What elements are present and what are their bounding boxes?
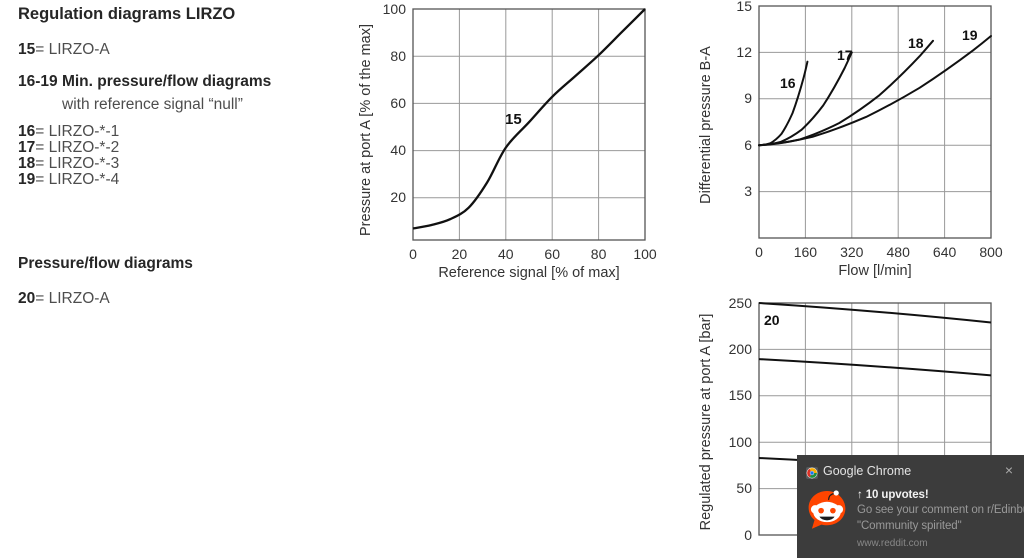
svg-text:0: 0 <box>744 527 752 543</box>
svg-text:3: 3 <box>744 183 752 199</box>
svg-text:Pressure at port A [% of the m: Pressure at port A [% of the max] <box>358 24 374 236</box>
svg-text:80: 80 <box>390 48 406 64</box>
svg-text:480: 480 <box>887 244 911 260</box>
svg-text:250: 250 <box>729 297 753 311</box>
svg-text:15: 15 <box>505 111 522 128</box>
svg-text:16: 16 <box>780 75 796 91</box>
svg-text:40: 40 <box>390 142 406 158</box>
svg-text:100: 100 <box>383 1 407 17</box>
svg-text:19: 19 <box>962 27 978 43</box>
svg-text:Reference signal [% of max]: Reference signal [% of max] <box>438 265 619 280</box>
svg-text:640: 640 <box>933 244 957 260</box>
svg-text:15: 15 <box>736 0 752 14</box>
svg-text:Flow [l/min]: Flow [l/min] <box>838 263 911 279</box>
svg-text:6: 6 <box>744 137 752 153</box>
svg-text:17: 17 <box>837 47 853 63</box>
svg-text:50: 50 <box>736 480 752 496</box>
svg-text:Regulated pressure at port A [: Regulated pressure at port A [bar] <box>698 314 714 531</box>
svg-text:320: 320 <box>840 244 864 260</box>
svg-text:60: 60 <box>544 246 560 262</box>
svg-text:80: 80 <box>591 246 607 262</box>
svg-text:200: 200 <box>729 341 753 357</box>
svg-text:40: 40 <box>498 246 514 262</box>
svg-text:20: 20 <box>764 312 780 328</box>
svg-text:0: 0 <box>755 244 763 260</box>
svg-text:100: 100 <box>633 246 657 262</box>
svg-text:60: 60 <box>390 95 406 111</box>
svg-text:100: 100 <box>729 434 753 450</box>
svg-text:150: 150 <box>729 387 753 403</box>
svg-text:18: 18 <box>908 35 924 51</box>
svg-text:9: 9 <box>744 90 752 106</box>
svg-text:20: 20 <box>390 189 406 205</box>
svg-text:0: 0 <box>409 246 417 262</box>
svg-text:800: 800 <box>979 244 1003 260</box>
svg-text:20: 20 <box>452 246 468 262</box>
svg-text:Differential pressure B-A: Differential pressure B-A <box>698 46 714 204</box>
svg-text:12: 12 <box>736 44 752 60</box>
svg-text:160: 160 <box>794 244 818 260</box>
